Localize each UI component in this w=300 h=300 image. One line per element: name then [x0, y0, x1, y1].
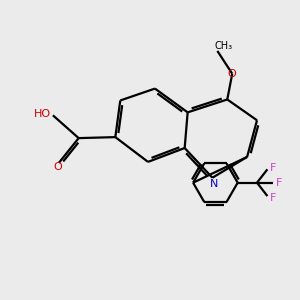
Text: F: F: [270, 163, 276, 173]
Text: CH₃: CH₃: [214, 41, 232, 52]
Text: F: F: [270, 193, 276, 202]
Text: O: O: [53, 162, 62, 172]
Text: HO: HO: [34, 109, 51, 119]
Text: F: F: [275, 178, 282, 188]
Text: N: N: [210, 179, 218, 189]
Text: O: O: [228, 69, 237, 79]
